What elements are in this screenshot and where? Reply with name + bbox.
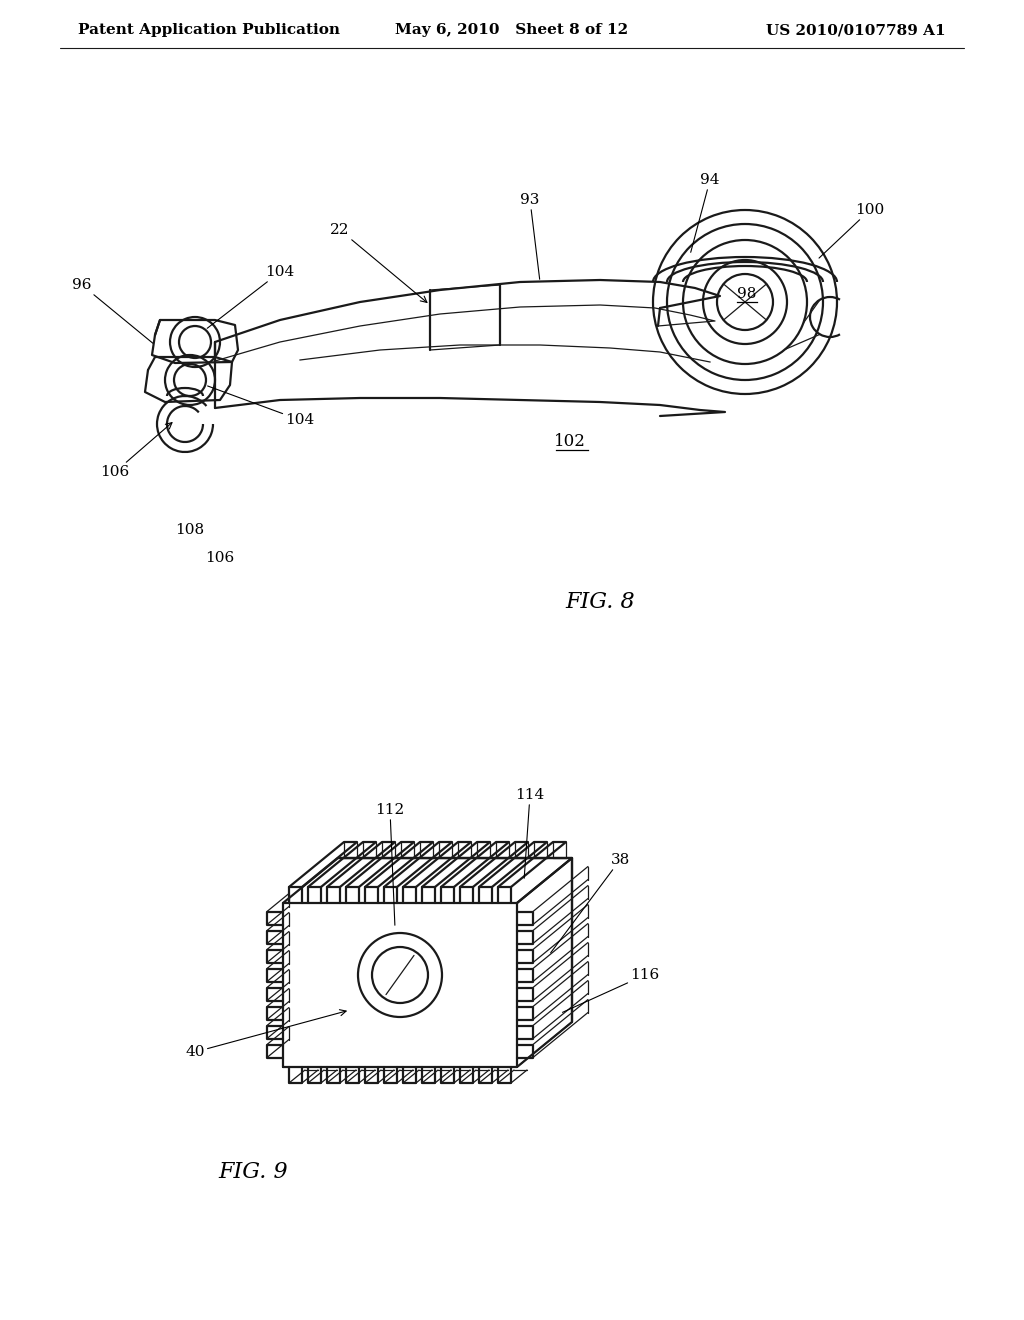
Text: 102: 102 — [554, 433, 586, 450]
Text: 104: 104 — [208, 385, 314, 426]
Text: 96: 96 — [73, 279, 153, 343]
Text: Patent Application Publication: Patent Application Publication — [78, 22, 340, 37]
Text: 93: 93 — [520, 193, 540, 280]
Text: May 6, 2010   Sheet 8 of 12: May 6, 2010 Sheet 8 of 12 — [395, 22, 629, 37]
Text: 38: 38 — [551, 853, 630, 953]
Text: US 2010/0107789 A1: US 2010/0107789 A1 — [766, 22, 946, 37]
Text: 116: 116 — [562, 968, 659, 1012]
Text: 104: 104 — [207, 265, 295, 329]
Text: 22: 22 — [331, 223, 427, 302]
Text: 100: 100 — [819, 203, 885, 259]
Text: FIG. 8: FIG. 8 — [565, 591, 635, 612]
Text: 112: 112 — [376, 803, 404, 925]
Text: 106: 106 — [100, 422, 172, 479]
Text: 40: 40 — [185, 1010, 346, 1059]
Text: 98: 98 — [737, 286, 757, 301]
Text: 106: 106 — [206, 550, 234, 565]
Text: FIG. 9: FIG. 9 — [218, 1162, 288, 1183]
Text: 108: 108 — [175, 523, 205, 537]
Text: 94: 94 — [691, 173, 720, 252]
Text: 114: 114 — [515, 788, 545, 878]
